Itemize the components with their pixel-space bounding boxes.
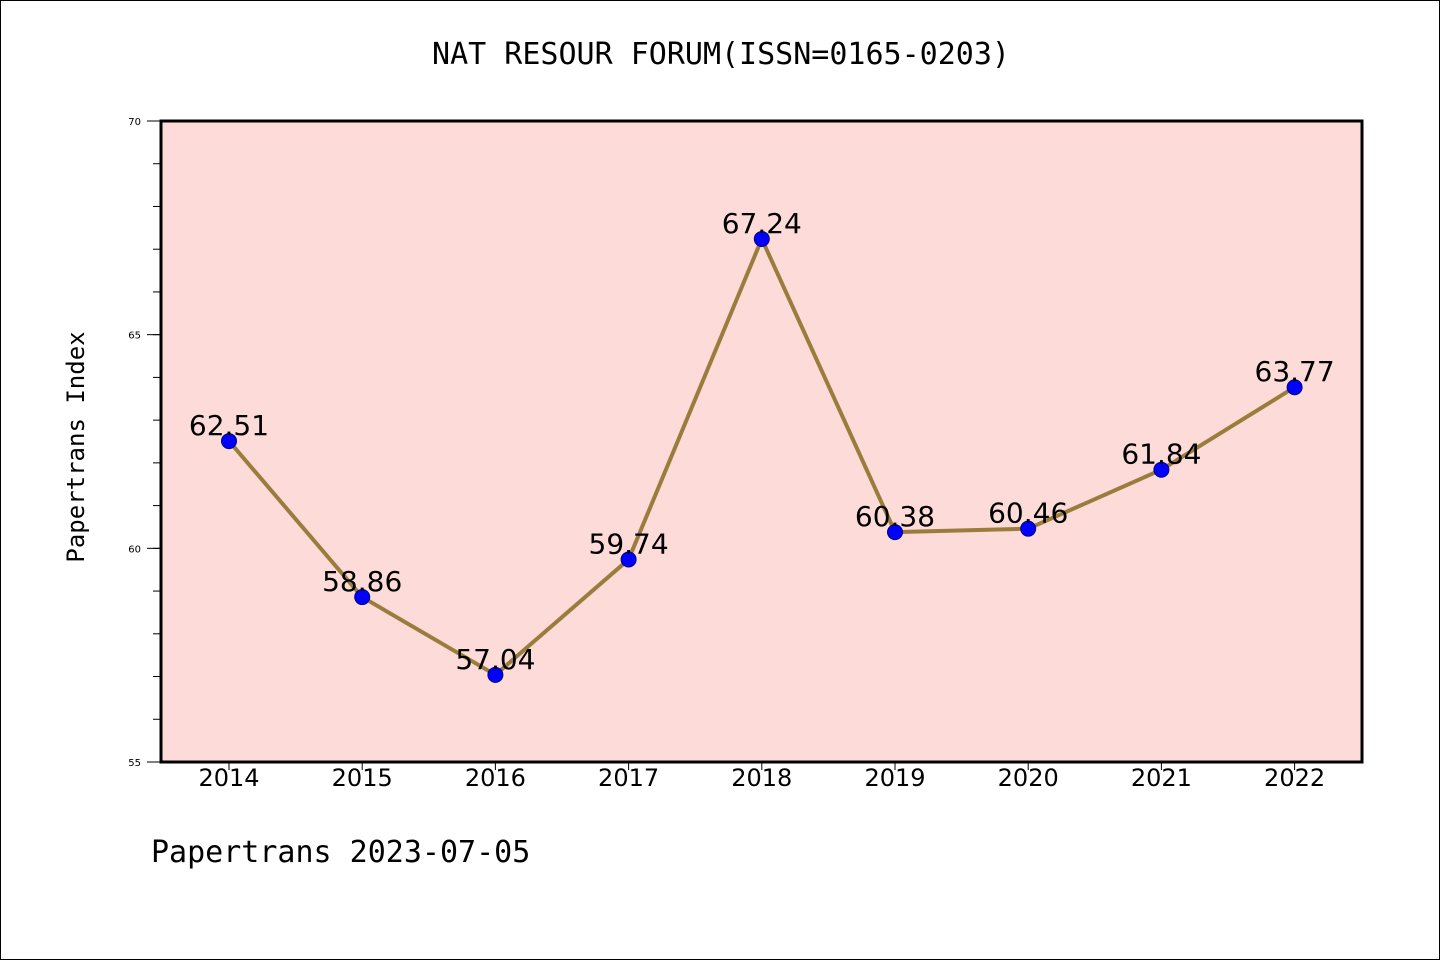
x-tick-label: 2019 — [864, 764, 925, 792]
x-tick-label: 2017 — [598, 764, 659, 792]
y-tick-label: 55 — [128, 758, 141, 769]
data-label: 57.04 — [455, 643, 535, 676]
x-tick-label: 2020 — [998, 764, 1059, 792]
x-tick-label: 2015 — [332, 764, 393, 792]
footer-watermark-text: Papertrans 2023-07-05 — [151, 835, 531, 870]
data-label: 67.24 — [722, 207, 802, 240]
x-tick-label: 2014 — [198, 764, 259, 792]
plot-frame — [159, 119, 1364, 764]
x-tick-label: 2018 — [731, 764, 792, 792]
data-label: 58.86 — [322, 565, 402, 598]
plot-area — [161, 121, 1362, 762]
x-tick-label: 2022 — [1264, 764, 1325, 792]
data-label: 61.84 — [1121, 438, 1201, 471]
data-point — [354, 589, 371, 606]
data-label: 60.46 — [988, 497, 1068, 530]
x-tick-label: 2021 — [1131, 764, 1192, 792]
data-label: 60.38 — [855, 500, 935, 533]
y-tick-label: 60 — [128, 544, 141, 555]
data-point — [487, 666, 504, 683]
data-point — [1153, 461, 1170, 478]
chart-title: NAT RESOUR FORUM(ISSN=0165-0203) — [432, 37, 1010, 72]
data-point — [1286, 379, 1303, 396]
data-point — [620, 551, 637, 568]
data-label: 63.77 — [1255, 355, 1335, 388]
data-point — [1020, 520, 1037, 537]
data-label: 59.74 — [589, 527, 669, 560]
data-point — [753, 230, 770, 247]
data-label: 62.51 — [189, 409, 269, 442]
data-point — [221, 433, 237, 450]
data-point — [887, 524, 903, 541]
x-tick-label: 2016 — [465, 764, 526, 792]
y-tick-label: 65 — [128, 331, 141, 342]
y-tick-label: 70 — [128, 117, 141, 128]
